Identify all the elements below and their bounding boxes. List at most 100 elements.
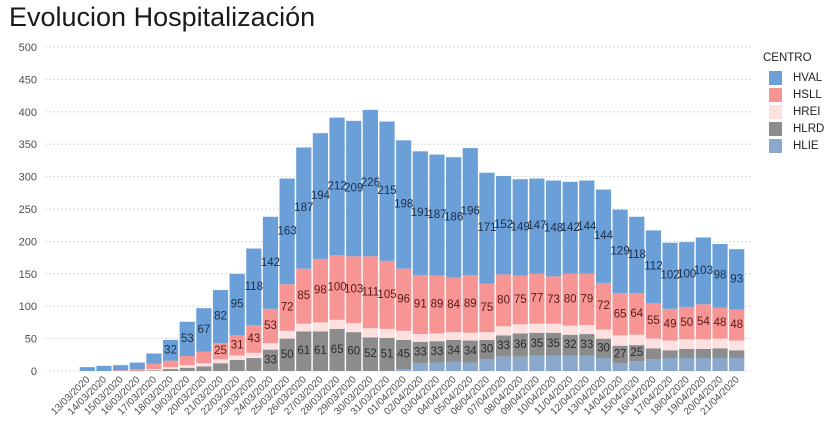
data-label-hval: 194 bbox=[311, 190, 331, 202]
bar-segment-hsll bbox=[113, 370, 129, 371]
data-label-hlrd: 32 bbox=[564, 339, 577, 351]
bar-segment-hrei bbox=[695, 339, 711, 349]
bar-segment-hlrd bbox=[396, 339, 412, 370]
bar-segment-hrei bbox=[296, 323, 312, 332]
data-label-hval: 102 bbox=[660, 270, 679, 282]
bar-segment-hrei bbox=[512, 324, 528, 334]
legend-swatch bbox=[768, 120, 783, 137]
bar-segment-hlie bbox=[512, 356, 528, 371]
bar-segment-hlrd bbox=[279, 338, 295, 371]
data-label-hlrd: 33 bbox=[580, 339, 593, 351]
bar-segment-hrei bbox=[529, 323, 545, 333]
data-label-hval: 163 bbox=[278, 225, 297, 237]
data-label-hsll: 100 bbox=[327, 281, 346, 293]
bar-segment-hval bbox=[712, 243, 728, 308]
legend-item-hrei: HREI bbox=[756, 103, 824, 120]
bar-segment-hlie bbox=[612, 363, 628, 371]
data-label-hval: 93 bbox=[730, 273, 743, 285]
bar-segment-hval bbox=[412, 151, 428, 276]
data-label-hval: 187 bbox=[294, 202, 313, 214]
data-label-hval: 226 bbox=[361, 177, 380, 189]
data-label-hsll: 103 bbox=[344, 284, 363, 296]
bar-segment-hlrd bbox=[679, 348, 695, 359]
legend-label: HLRD bbox=[793, 122, 825, 135]
bar-segment-hrei bbox=[429, 333, 445, 342]
data-label-hsll: 75 bbox=[481, 302, 494, 314]
bar-segment-hlrd bbox=[479, 339, 495, 360]
bar-segment-hrei bbox=[712, 338, 728, 349]
bar-segment-hlie bbox=[629, 361, 645, 371]
data-label-hval: 148 bbox=[544, 222, 563, 234]
bar-segment-hrei bbox=[495, 326, 512, 336]
bar-segment-hval bbox=[562, 181, 578, 274]
legend-item-hlrd: HLRD bbox=[756, 120, 824, 137]
data-label-hsll: 48 bbox=[714, 317, 727, 329]
bar-segment-hval bbox=[629, 216, 645, 294]
bar-segment-hval bbox=[362, 109, 378, 257]
bar-segment-hsll bbox=[545, 276, 562, 324]
legend-title: CENTRO bbox=[763, 52, 812, 64]
bar-segment-hval bbox=[79, 367, 95, 371]
data-label-hsll: 111 bbox=[362, 286, 379, 298]
data-label-hval: 100 bbox=[677, 268, 696, 280]
bar-labels: 3253672582319543118335314250721636185187… bbox=[164, 177, 743, 366]
y-tick-label: 300 bbox=[19, 172, 37, 184]
legend-swatch bbox=[768, 86, 783, 103]
bar-segment-hlrd bbox=[512, 333, 528, 357]
bar-segment-hval bbox=[612, 209, 628, 294]
bar-segment-hval bbox=[446, 157, 462, 278]
bar-segment-hsll bbox=[262, 308, 279, 344]
data-label-hsll: 84 bbox=[447, 299, 460, 311]
bar-segment-hsll bbox=[612, 293, 628, 336]
bar-segment-hval bbox=[113, 365, 129, 371]
bar-segment-hrei bbox=[595, 329, 612, 339]
bar-segment-hval bbox=[146, 353, 162, 364]
bar-segment-hval bbox=[595, 189, 612, 283]
bar-segment-hsll bbox=[662, 308, 678, 341]
data-label-hval: 215 bbox=[377, 185, 396, 197]
data-label-hval: 118 bbox=[628, 249, 646, 261]
bar-segment-hval bbox=[346, 120, 362, 257]
bar-segment-hlie bbox=[462, 362, 478, 371]
bar-segment-hsll bbox=[196, 351, 212, 364]
bar-segment-hlrd bbox=[545, 332, 562, 356]
bar-segment-hsll bbox=[346, 256, 362, 324]
data-label-hval: 152 bbox=[494, 219, 513, 231]
bar-segment-hlrd bbox=[412, 341, 428, 364]
data-label-hlrd: 61 bbox=[297, 345, 310, 357]
bar-segment-hval bbox=[679, 242, 695, 307]
bar-segment-hlrd bbox=[162, 369, 179, 371]
legend-item-hsll: HSLL bbox=[756, 86, 824, 103]
data-label-hlrd: 60 bbox=[347, 346, 360, 358]
data-label-hval: 118 bbox=[245, 281, 263, 293]
bar-segment-hval bbox=[179, 321, 195, 357]
data-label-hlrd: 35 bbox=[547, 338, 560, 350]
bar-segment-hval bbox=[579, 180, 595, 274]
bar-segment-hrei bbox=[479, 332, 495, 340]
legend-label: HSLL bbox=[793, 88, 822, 101]
bar-segment-hval bbox=[329, 117, 345, 256]
bar-segment-hval bbox=[212, 290, 229, 344]
bar-segment-hsll bbox=[396, 268, 412, 331]
bar-segment-hsll bbox=[379, 260, 395, 329]
bar-segment-hsll bbox=[162, 360, 179, 368]
y-tick-label: 250 bbox=[19, 204, 37, 216]
bar-segment-hsll bbox=[312, 258, 329, 323]
data-label-hval: 98 bbox=[714, 270, 727, 282]
data-label-hsll: 43 bbox=[247, 333, 260, 345]
data-label-hsll: 65 bbox=[614, 308, 627, 320]
data-label-hval: 186 bbox=[444, 211, 463, 223]
bar-segment-hval bbox=[196, 308, 212, 352]
legend: CENTRO HVAL HSLL HREI HLRD HLIE bbox=[756, 52, 824, 154]
bar-segment-hrei bbox=[379, 328, 395, 338]
bar-segment-hrei bbox=[212, 359, 229, 364]
bar-segment-hrei bbox=[446, 332, 462, 340]
data-label-hval: 144 bbox=[577, 221, 597, 233]
x-axis: 13/03/202014/03/202015/03/202016/03/2020… bbox=[49, 374, 742, 417]
data-label-hlrd: 33 bbox=[497, 340, 510, 352]
data-label-hval: 82 bbox=[214, 311, 227, 323]
bar-segment-hlie bbox=[729, 358, 745, 371]
bar-segment-hrei bbox=[629, 334, 645, 346]
data-label-hval: 209 bbox=[344, 183, 363, 195]
data-label-hval: 212 bbox=[327, 180, 346, 192]
